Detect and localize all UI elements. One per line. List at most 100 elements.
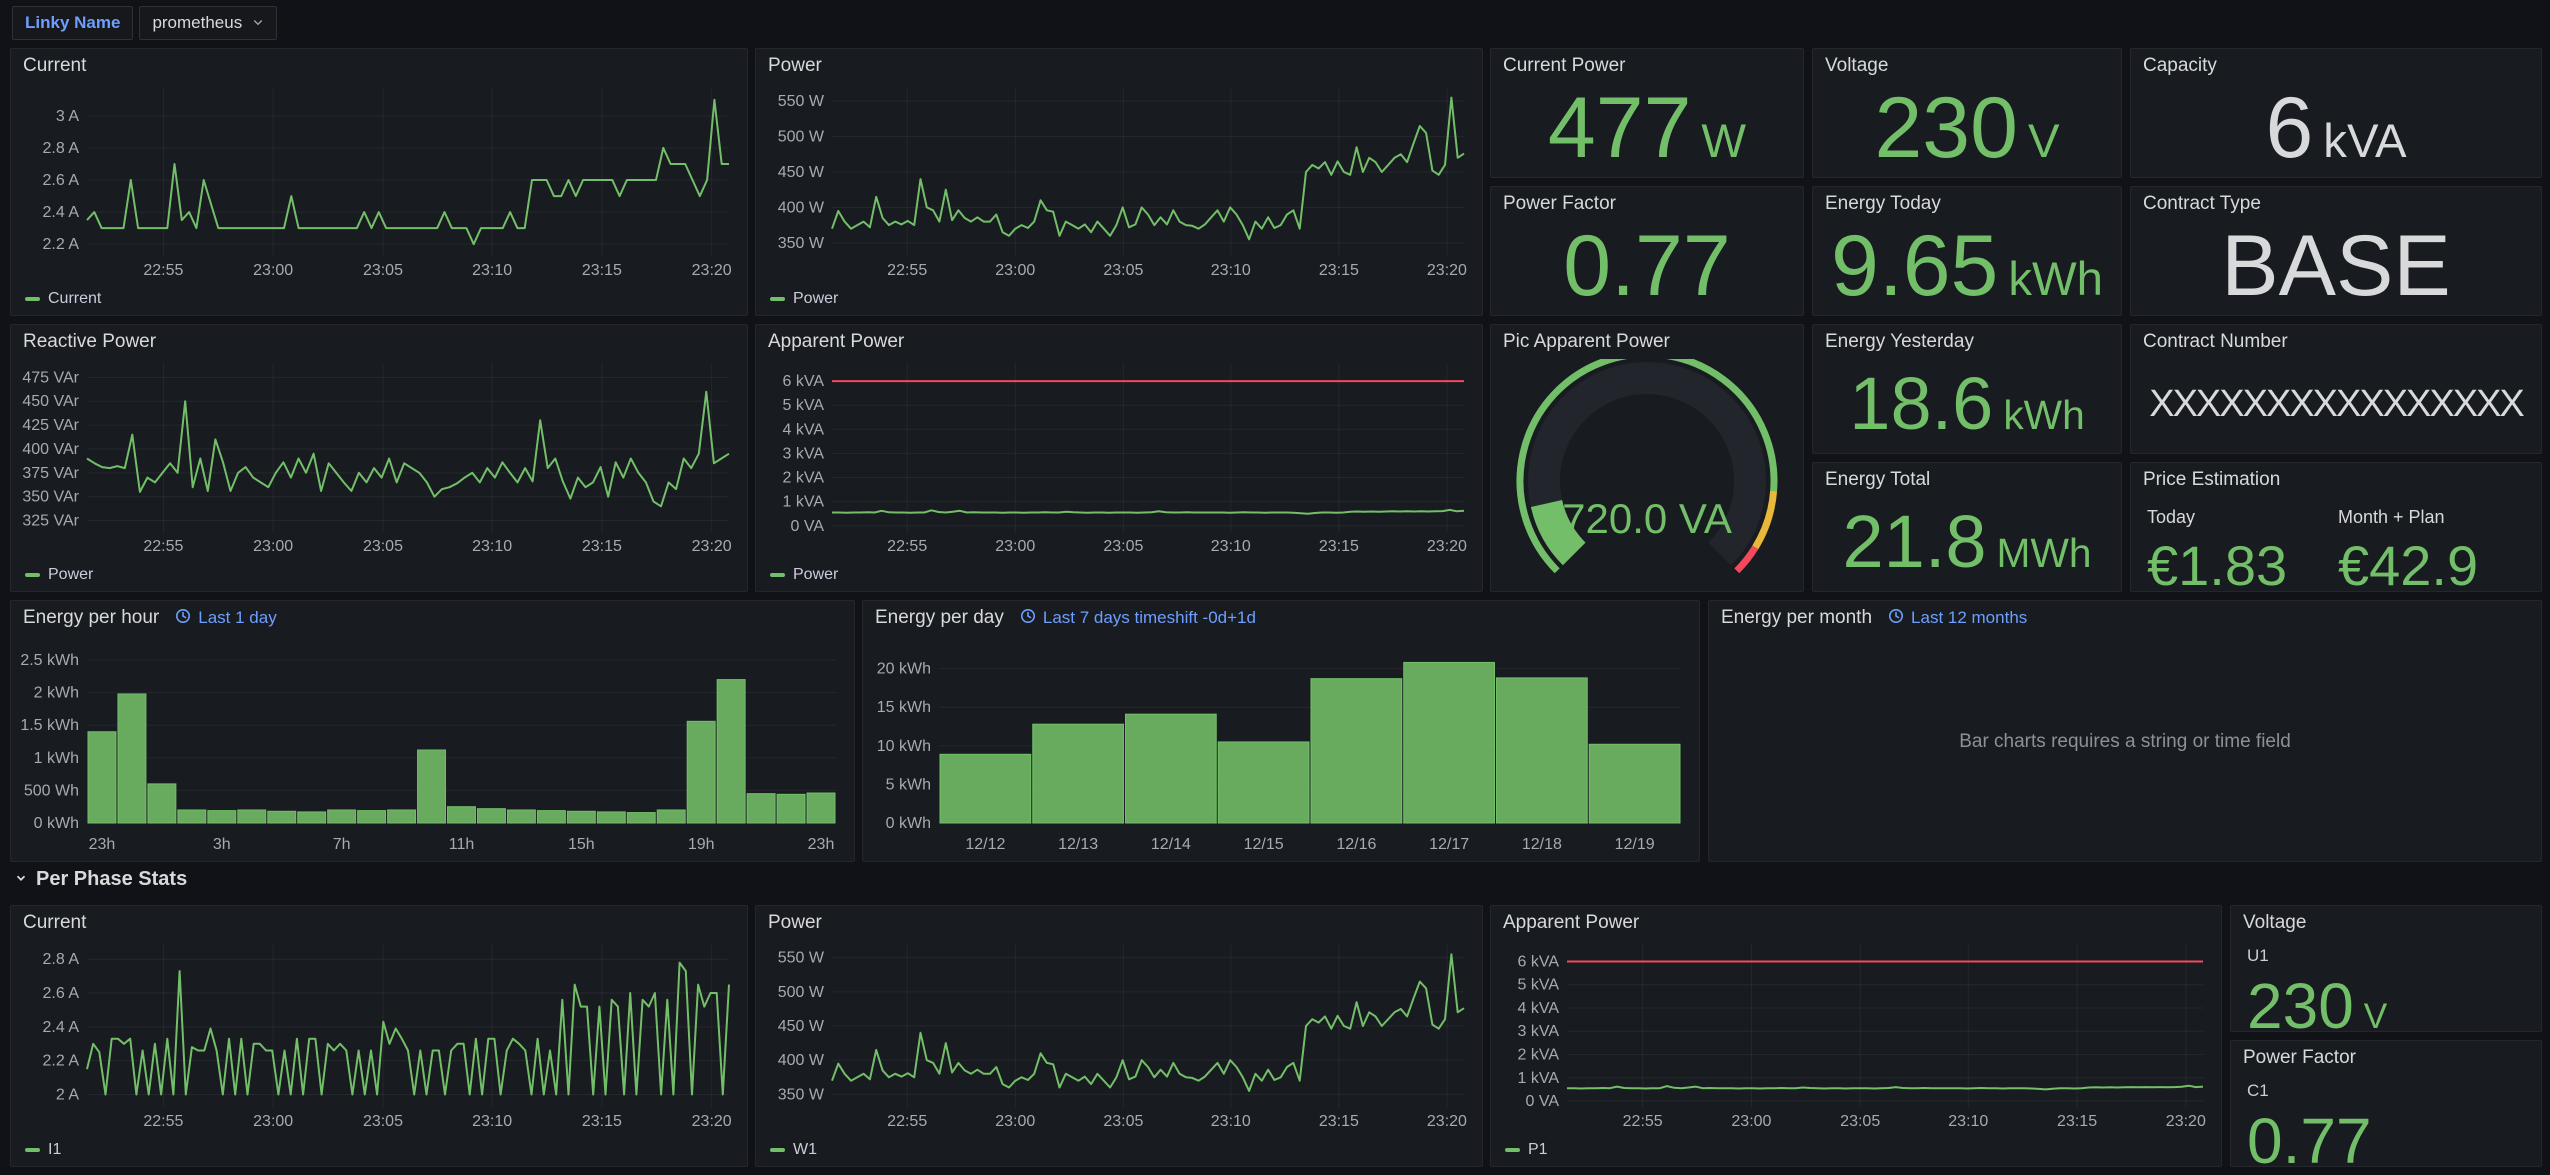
legend: Power [770, 566, 838, 584]
current-chart[interactable]: 22:55 23:00 23:05 23:10 23:15 23:20 2.2 A 2.4 A… [13, 77, 743, 283]
panel-title[interactable]: Power Factor [1503, 193, 1616, 214]
panel-power-phase: Power 22:55 23:00 23:05 23:10 23:15 23:20 350 … [755, 905, 1483, 1167]
panel-reactive-power: Reactive Power 22:55 23:00 23:05 23:10 23:15… [10, 324, 748, 592]
svg-text:19h: 19h [688, 836, 715, 853]
svg-text:2.8 A: 2.8 A [43, 951, 80, 968]
svg-text:450 VAr: 450 VAr [22, 393, 79, 410]
legend-label[interactable]: W1 [793, 1141, 817, 1158]
panel-title[interactable]: Current [23, 912, 87, 933]
panel-title[interactable]: Pic Apparent Power [1503, 331, 1670, 352]
panel-header: Energy per hour Last 1 day [11, 601, 854, 635]
svg-text:5 kVA: 5 kVA [783, 397, 825, 414]
svg-text:22:55: 22:55 [143, 262, 183, 279]
svg-text:23:15: 23:15 [2057, 1113, 2097, 1130]
legend-label[interactable]: I1 [48, 1141, 62, 1158]
row-title[interactable]: Per Phase Stats [36, 868, 188, 890]
panel-title[interactable]: Apparent Power [1503, 912, 1640, 933]
legend-series-color [770, 1148, 785, 1152]
reactive-power-chart[interactable]: 22:55 23:00 23:05 23:10 23:15 23:20 325 VAr 350… [13, 353, 743, 559]
price-today-value: €1.83 [2147, 534, 2288, 597]
power-chart[interactable]: 22:55 23:00 23:05 23:10 23:15 23:20 350 W 400 W… [758, 77, 1478, 283]
svg-text:0 kWh: 0 kWh [34, 815, 79, 832]
panel-title[interactable]: Power [768, 55, 822, 76]
stat-area: 18.6 kWh [1813, 355, 2121, 453]
panel-header: Voltage [1813, 49, 2121, 83]
apparent-phase-chart[interactable]: 22:55 23:00 23:05 23:10 23:15 23:20 0 VA 1 kVA 2… [1493, 934, 2217, 1134]
panel-title[interactable]: Energy Yesterday [1825, 331, 1974, 352]
panel-title[interactable]: Voltage [1825, 55, 1889, 76]
gauge-value: 720.0 VA [1562, 495, 1732, 543]
svg-text:23:10: 23:10 [472, 1113, 512, 1130]
energy-per-hour-chart[interactable]: 23h 3h 7h 11h 15h 19h 23h 0 kWh 500 Wh 1 kWh 1.5 k… [13, 637, 850, 857]
energy-per-day-chart[interactable]: 12/12 12/13 12/14 12/15 12/16 12/17 12/18 12/19… [865, 637, 1695, 857]
apparent-power-chart[interactable]: 22:55 23:00 23:05 23:10 23:15 23:20 0 VA 1 kVA 2… [758, 353, 1478, 559]
svg-text:23:05: 23:05 [1103, 262, 1143, 279]
panel-title[interactable]: Voltage [2243, 912, 2307, 933]
panel-title[interactable]: Contract Type [2143, 193, 2261, 214]
panel-title[interactable]: Price Estimation [2143, 469, 2281, 490]
legend-label[interactable]: P1 [1528, 1141, 1548, 1158]
panel-title[interactable]: Capacity [2143, 55, 2217, 76]
legend-label[interactable]: Power [48, 566, 94, 583]
variable-value[interactable]: prometheus [152, 13, 243, 32]
variable-dropdown[interactable]: prometheus [139, 6, 278, 40]
stat-number: 18.6 [1849, 362, 1994, 445]
svg-text:23:05: 23:05 [1840, 1113, 1880, 1130]
legend-label[interactable]: Power [793, 290, 839, 307]
stat-value: BASE [2221, 223, 2450, 309]
panel-header: Current [11, 49, 747, 83]
time-range-label[interactable]: Last 12 months [1911, 608, 2028, 627]
svg-text:2 A: 2 A [56, 1086, 79, 1103]
panel-header: Current [11, 906, 747, 940]
legend-label[interactable]: Current [48, 290, 102, 307]
legend: Power [770, 290, 838, 308]
svg-text:0 VA: 0 VA [791, 518, 825, 535]
time-range-link[interactable]: Last 1 day [175, 608, 277, 629]
svg-text:500 W: 500 W [778, 129, 825, 146]
panel-title[interactable]: Reactive Power [23, 331, 157, 352]
panel-contract-type-stat: Contract Type BASE [2130, 186, 2542, 316]
time-range-link[interactable]: Last 12 months [1888, 608, 2027, 629]
panel-title[interactable]: Current Power [1503, 55, 1626, 76]
svg-text:12/12: 12/12 [965, 836, 1005, 853]
power-phase-chart[interactable]: 22:55 23:00 23:05 23:10 23:15 23:20 350 W 400 W… [758, 934, 1478, 1134]
current-phase-chart[interactable]: 22:55 23:00 23:05 23:10 23:15 23:20 2 A 2.2 A 2.… [13, 934, 743, 1134]
time-range-label[interactable]: Last 1 day [198, 608, 277, 627]
panel-title[interactable]: Energy per hour [23, 607, 160, 628]
svg-text:500 W: 500 W [778, 984, 825, 1001]
row-header-per-phase-stats[interactable]: Per Phase Stats [14, 868, 187, 891]
price-columns: Today €1.83 Month + Plan €42.9 [2147, 507, 2529, 594]
panel-title[interactable]: Contract Number [2143, 331, 2288, 352]
legend-label[interactable]: Power [793, 566, 839, 583]
time-range-label[interactable]: Last 7 days timeshift -0d+1d [1042, 608, 1256, 627]
panel-energy-today-stat: Energy Today 9.65 kWh [1812, 186, 2122, 316]
panel-energy-per-day: Energy per day Last 7 days timeshift -0d… [862, 600, 1700, 862]
panel-header: Energy per month Last 12 months [1709, 601, 2541, 635]
panel-title[interactable]: Power Factor [2243, 1047, 2356, 1068]
panel-title[interactable]: Current [23, 55, 87, 76]
svg-text:6 kVA: 6 kVA [783, 373, 825, 390]
svg-text:500 Wh: 500 Wh [24, 782, 79, 799]
panel-title[interactable]: Energy Total [1825, 469, 1931, 490]
panel-title[interactable]: Energy per day [875, 607, 1004, 628]
stat-value: 230 V [1874, 85, 2059, 171]
svg-text:23:10: 23:10 [472, 538, 512, 555]
svg-text:23:20: 23:20 [1427, 1113, 1467, 1130]
panel-title[interactable]: Apparent Power [768, 331, 905, 352]
panel-power-factor-c1-stat: Power Factor C1 0.77 [2230, 1040, 2542, 1173]
stat-value: XXXXXXXXXXXXXXXX [2149, 385, 2525, 423]
panel-title[interactable]: Energy Today [1825, 193, 1941, 214]
legend-series-color [25, 297, 40, 301]
clock-icon [1888, 608, 1904, 629]
svg-text:23:20: 23:20 [692, 262, 732, 279]
svg-text:2.4 A: 2.4 A [43, 204, 80, 221]
panel-title[interactable]: Power [768, 912, 822, 933]
stat-number: 0.77 [2247, 1105, 2372, 1175]
stat-number: 6 [2265, 80, 2314, 176]
time-range-link[interactable]: Last 7 days timeshift -0d+1d [1020, 608, 1256, 629]
stat-area: C1 0.77 [2247, 1081, 2531, 1173]
svg-text:23:15: 23:15 [1319, 262, 1359, 279]
svg-text:350 VAr: 350 VAr [22, 489, 79, 506]
panel-error-message: Bar charts requires a string or time fie… [1959, 731, 2291, 752]
panel-title[interactable]: Energy per month [1721, 607, 1873, 628]
